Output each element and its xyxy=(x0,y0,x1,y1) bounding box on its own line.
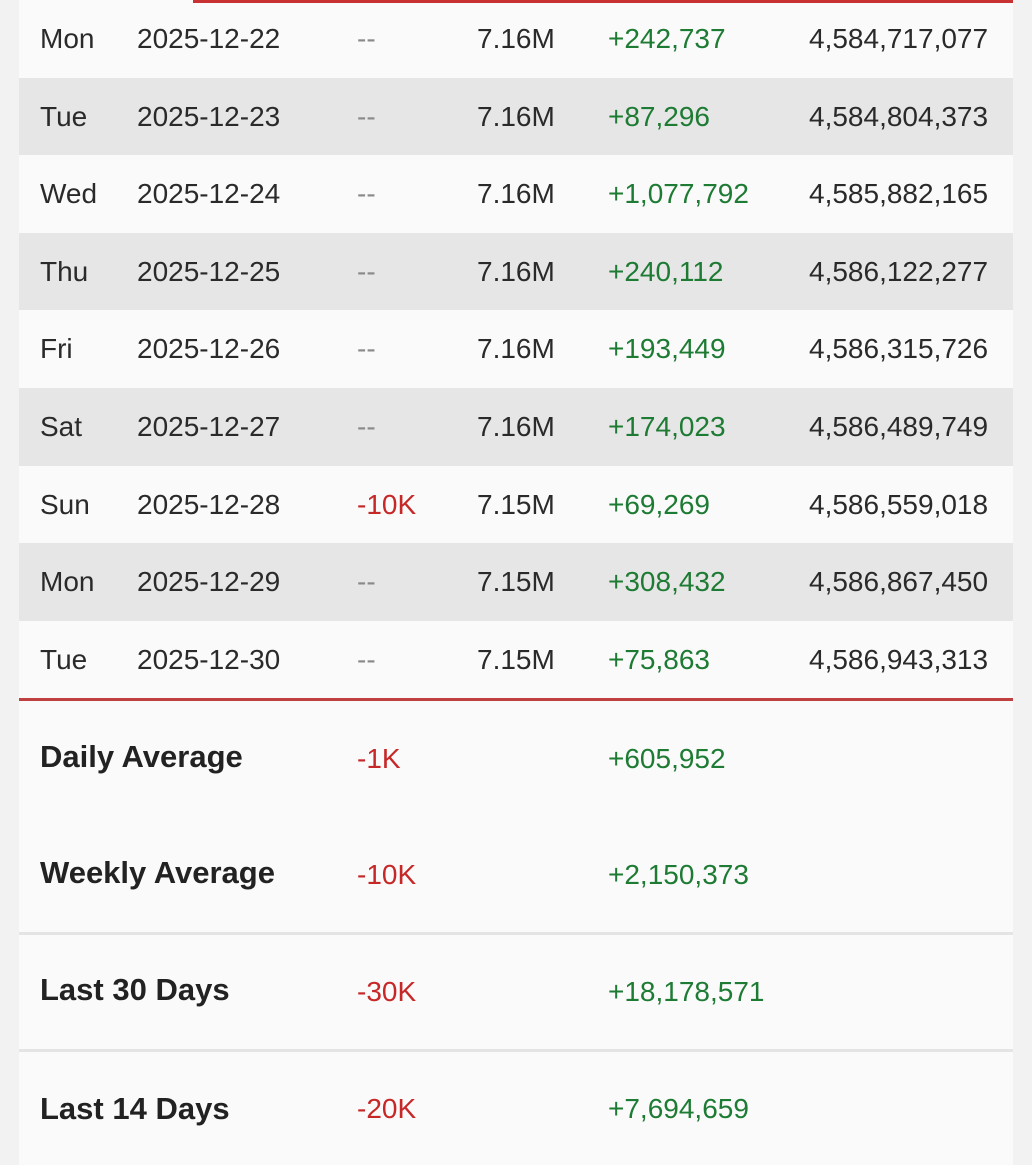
table-row: Mon 2025-12-29 -- 7.15M +308,432 4,586,8… xyxy=(19,543,1013,621)
summary-subscriber-change: -1K xyxy=(357,743,401,774)
date-cell: 2025-12-22 xyxy=(137,23,281,54)
total-views-cell: 4,584,804,373 xyxy=(809,100,989,132)
summary-label: Last 30 Days xyxy=(40,972,230,1007)
subscriber-change-cell: -- xyxy=(357,566,376,598)
total-views-cell: 4,586,559,018 xyxy=(809,488,989,520)
total-views-cell: 4,584,717,077 xyxy=(809,23,989,54)
views-change-cell: +242,737 xyxy=(608,23,726,54)
day-cell: Thu xyxy=(40,255,89,287)
date-cell: 2025-12-30 xyxy=(137,643,281,675)
views-change-cell: +69,269 xyxy=(608,488,710,520)
day-cell: Wed xyxy=(40,178,98,210)
total-views-cell: 4,586,315,726 xyxy=(809,333,989,365)
day-cell: Sat xyxy=(40,410,83,442)
top-accent-bar xyxy=(193,0,1015,3)
subscribers-cell: 7.16M xyxy=(477,255,555,287)
subscribers-cell: 7.15M xyxy=(477,488,555,520)
summary-row-weekly-average: Weekly Average -10K +2,150,373 xyxy=(19,817,1013,935)
day-cell: Fri xyxy=(40,333,73,365)
table-row: Tue 2025-12-23 -- 7.16M +87,296 4,584,80… xyxy=(19,77,1013,156)
subscriber-change-cell: -10K xyxy=(357,488,417,520)
summary-views-change: +2,150,373 xyxy=(608,859,749,890)
day-cell: Sun xyxy=(40,488,90,520)
subscriber-change-cell: -- xyxy=(357,255,376,287)
date-cell: 2025-12-27 xyxy=(137,410,281,442)
total-views-cell: 4,586,867,450 xyxy=(809,566,989,598)
summary-row-daily-average: Daily Average -1K +605,952 xyxy=(19,701,1013,817)
views-change-cell: +308,432 xyxy=(608,566,726,598)
subscriber-change-cell: -- xyxy=(357,410,376,442)
subscribers-cell: 7.16M xyxy=(477,100,555,132)
date-cell: 2025-12-28 xyxy=(137,488,281,520)
subscriber-change-cell: -- xyxy=(357,643,376,675)
summary-label: Daily Average xyxy=(40,739,243,774)
table-row: Fri 2025-12-26 -- 7.16M +193,449 4,586,3… xyxy=(19,310,1013,388)
day-cell: Tue xyxy=(40,100,88,132)
subscriber-change-cell: -- xyxy=(357,23,376,54)
table-row: Wed 2025-12-24 -- 7.16M +1,077,792 4,585… xyxy=(19,155,1013,233)
table-row: Thu 2025-12-25 -- 7.16M +240,112 4,586,1… xyxy=(19,232,1013,311)
views-change-cell: +75,863 xyxy=(608,643,710,675)
summary-label: Weekly Average xyxy=(40,855,275,890)
total-views-cell: 4,586,122,277 xyxy=(809,255,989,287)
date-cell: 2025-12-24 xyxy=(137,178,281,210)
total-views-cell: 4,585,882,165 xyxy=(809,178,989,210)
date-cell: 2025-12-23 xyxy=(137,100,281,132)
summary-row-last-14-days: Last 14 Days -20K +7,694,659 xyxy=(19,1051,1013,1165)
summary-subscriber-change: -30K xyxy=(357,976,417,1007)
views-change-cell: +1,077,792 xyxy=(608,178,749,210)
table-row: Sat 2025-12-27 -- 7.16M +174,023 4,586,4… xyxy=(19,387,1013,466)
stats-table-card: Mon 2025-12-22 -- 7.16M +242,737 4,584,7… xyxy=(19,0,1013,1165)
summary-subscriber-change: -10K xyxy=(357,859,417,890)
total-views-cell: 4,586,943,313 xyxy=(809,643,989,675)
row-separator xyxy=(19,1049,1013,1052)
subscribers-cell: 7.16M xyxy=(477,23,555,54)
summary-section: Daily Average -1K +605,952 Weekly Averag… xyxy=(19,701,1013,1165)
subscribers-cell: 7.15M xyxy=(477,566,555,598)
day-cell: Mon xyxy=(40,23,95,54)
day-cell: Mon xyxy=(40,566,95,598)
date-cell: 2025-12-25 xyxy=(137,255,281,287)
day-cell: Tue xyxy=(40,643,88,675)
summary-subscriber-change: -20K xyxy=(357,1093,417,1124)
row-separator xyxy=(19,932,1013,935)
subscriber-change-cell: -- xyxy=(357,100,376,132)
section-divider xyxy=(19,698,1013,701)
summary-label: Last 14 Days xyxy=(40,1091,230,1126)
views-change-cell: +193,449 xyxy=(608,333,726,365)
summary-views-change: +18,178,571 xyxy=(608,976,765,1007)
summary-row-last-30-days: Last 30 Days -30K +18,178,571 xyxy=(19,934,1013,1052)
views-change-cell: +240,112 xyxy=(608,255,724,287)
total-views-cell: 4,586,489,749 xyxy=(809,410,989,442)
views-change-cell: +174,023 xyxy=(608,410,726,442)
daily-rows: Mon 2025-12-22 -- 7.16M +242,737 4,584,7… xyxy=(19,0,1013,698)
subscriber-change-cell: -- xyxy=(357,333,376,365)
subscribers-cell: 7.15M xyxy=(477,643,555,675)
date-cell: 2025-12-26 xyxy=(137,333,281,365)
table-row: Mon 2025-12-22 -- 7.16M +242,737 4,584,7… xyxy=(19,0,1013,78)
date-cell: 2025-12-29 xyxy=(137,566,281,598)
subscriber-change-cell: -- xyxy=(357,178,376,210)
views-change-cell: +87,296 xyxy=(608,100,710,132)
summary-views-change: +605,952 xyxy=(608,743,726,774)
subscribers-cell: 7.16M xyxy=(477,333,555,365)
table-row: Sun 2025-12-28 -10K 7.15M +69,269 4,586,… xyxy=(19,466,1013,544)
page-edge xyxy=(1013,0,1032,1165)
subscribers-cell: 7.16M xyxy=(477,410,555,442)
summary-views-change: +7,694,659 xyxy=(608,1093,749,1124)
subscribers-cell: 7.16M xyxy=(477,178,555,210)
table-row: Tue 2025-12-30 -- 7.15M +75,863 4,586,94… xyxy=(19,621,1013,699)
